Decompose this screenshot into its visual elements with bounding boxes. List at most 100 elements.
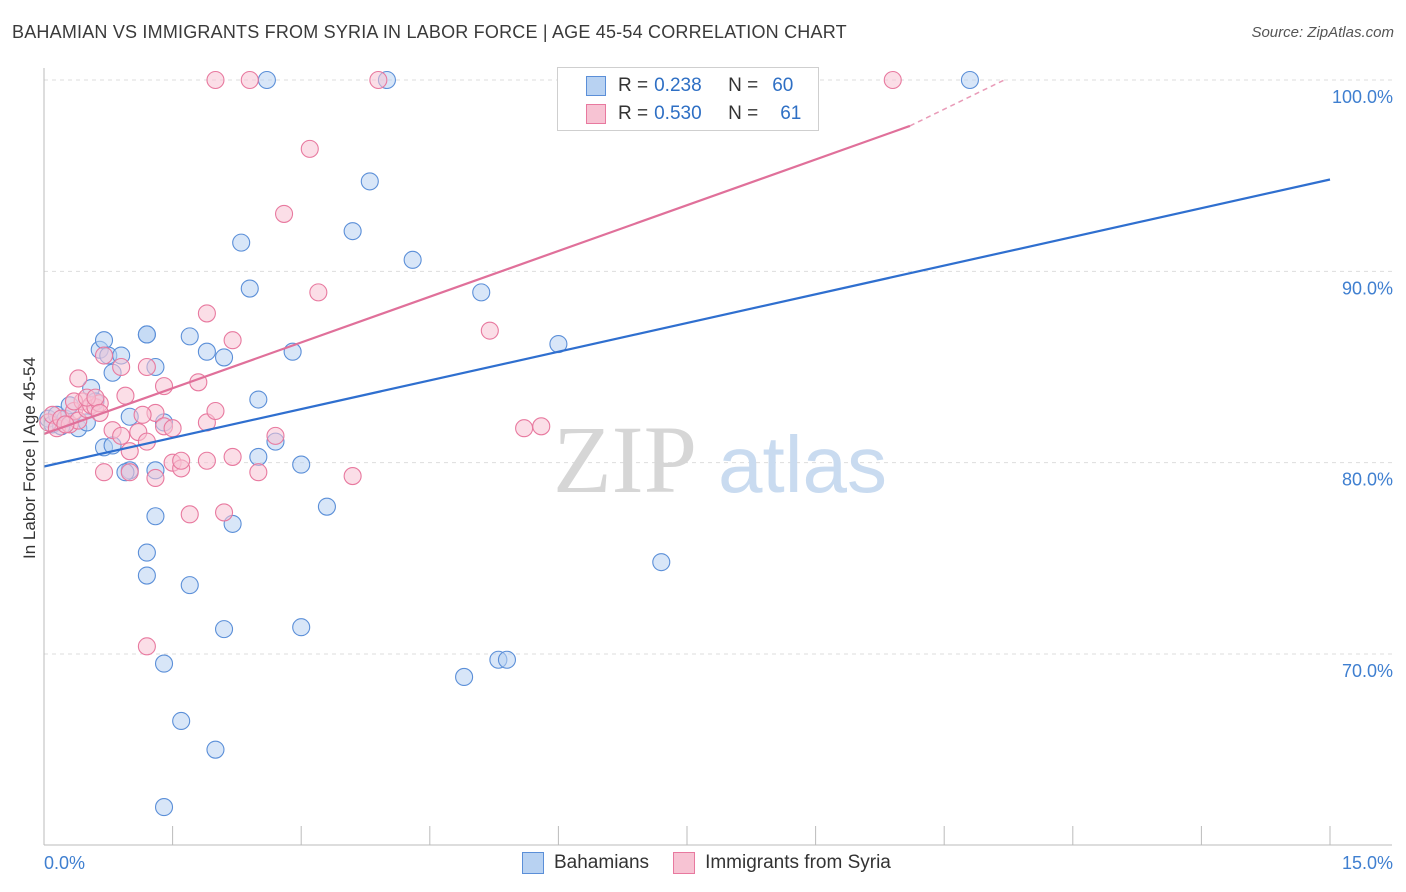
- legend-r-value: 0.238: [654, 75, 702, 96]
- syria-point: [300, 139, 319, 158]
- syria-point: [146, 468, 165, 488]
- syria-point: [90, 403, 109, 422]
- legend-r-label: R =: [618, 75, 649, 96]
- bahamian-point: [292, 618, 311, 637]
- grid-layer: [44, 79, 1392, 655]
- syria-point: [172, 451, 191, 470]
- legend-swatch-blue: [586, 76, 606, 96]
- bahamian-point: [214, 348, 234, 367]
- bahamian-point: [249, 447, 268, 466]
- bahamian-point: [292, 455, 311, 474]
- bahamian-point: [94, 331, 114, 350]
- syria-point: [206, 70, 225, 90]
- syria-point: [137, 357, 156, 377]
- syria-point: [480, 321, 499, 340]
- legend-n-label: N =: [728, 75, 759, 96]
- legend-r-value: 0.530: [654, 103, 702, 124]
- bahamian-point: [137, 543, 156, 562]
- legend-swatch-pink: [586, 104, 606, 124]
- syria-trend-line: [43, 124, 911, 436]
- bahamian-point: [403, 250, 422, 269]
- bahamian-point: [249, 390, 268, 409]
- bahamian-point: [137, 325, 156, 344]
- legend-row-syria: R = 0.530 N = 61: [586, 102, 801, 126]
- legend-row-bahamians: R = 0.238 N = 60: [586, 74, 793, 98]
- syria-point: [116, 386, 135, 405]
- y-tick-label: 100.0%: [1332, 87, 1393, 107]
- bahamian-point: [472, 283, 491, 302]
- y-tick-label: 90.0%: [1342, 278, 1393, 298]
- syria-point: [214, 503, 234, 522]
- watermark-atlas: atlas: [718, 420, 887, 509]
- legend-n-label: N =: [728, 103, 759, 124]
- x-tick-label: 15.0%: [1342, 853, 1393, 873]
- bahamian-point: [172, 711, 191, 731]
- bahamian-point: [360, 172, 379, 191]
- bahamian-point: [652, 553, 671, 572]
- syria-point: [86, 388, 105, 407]
- bahamian-point: [960, 70, 979, 90]
- syria-point: [206, 401, 225, 421]
- bahamian-point: [214, 620, 234, 639]
- bahamian-point: [343, 222, 362, 241]
- bahamian-point: [240, 279, 259, 298]
- syria-point: [369, 70, 388, 90]
- bahamian-point: [197, 342, 216, 361]
- syria-point: [197, 304, 216, 323]
- y-axis-label: In Labor Force | Age 45-54: [20, 357, 39, 559]
- syria-point: [309, 283, 328, 302]
- bahamian-point: [455, 667, 474, 687]
- bahamian-point: [137, 566, 156, 585]
- legend-item-syria[interactable]: Immigrants from Syria: [673, 852, 891, 874]
- syria-point: [197, 451, 216, 470]
- syria-point: [249, 463, 268, 482]
- syria-point: [137, 637, 156, 656]
- chart-title: BAHAMIAN VS IMMIGRANTS FROM SYRIA IN LAB…: [12, 22, 847, 42]
- legend-label-bahamians: Bahamians: [554, 852, 650, 873]
- series-legend: Bahamians Immigrants from Syria: [522, 852, 915, 874]
- bahamian-trend-line: [43, 178, 1331, 468]
- syria-point: [515, 419, 534, 438]
- syria-point: [883, 70, 902, 90]
- bahamian-point: [206, 740, 225, 759]
- trend-layer: [43, 79, 1331, 468]
- syria-point: [223, 447, 242, 466]
- legend-r-label: R =: [618, 103, 649, 124]
- bahamian-point: [257, 70, 276, 90]
- legend-item-bahamians[interactable]: Bahamians: [522, 852, 649, 874]
- legend-label-syria: Immigrants from Syria: [705, 852, 891, 873]
- y-tick-label: 80.0%: [1342, 470, 1393, 490]
- bahamian-point: [232, 233, 251, 252]
- source-credit: Source: ZipAtlas.com: [1251, 24, 1394, 41]
- legend-swatch-pink: [673, 852, 696, 874]
- syria-point: [163, 419, 182, 438]
- bahamian-point: [154, 654, 174, 673]
- syria-point: [180, 505, 199, 524]
- axis-layer: 70.0% 80.0% 90.0% 100.0% 0.0% 15.0%: [43, 68, 1393, 873]
- correlation-legend: R = 0.238 N = 60 R = 0.530 N = 61: [557, 67, 819, 131]
- bahamian-point: [146, 507, 165, 526]
- bahamian-point: [317, 497, 336, 516]
- syria-point: [69, 369, 88, 388]
- bahamian-point: [180, 576, 199, 595]
- syria-point: [94, 463, 114, 482]
- syria-point: [532, 417, 551, 436]
- syria-point: [120, 463, 139, 482]
- syria-point: [94, 346, 114, 365]
- syria-point: [266, 426, 285, 445]
- x-tick-label: 0.0%: [44, 853, 85, 873]
- syria-point: [133, 405, 152, 424]
- legend-n-value: 60: [772, 75, 794, 96]
- legend-swatch-blue: [522, 852, 544, 874]
- watermark: ZIP atlas: [553, 406, 887, 513]
- bahamian-point: [497, 650, 517, 669]
- bahamian-point: [180, 327, 199, 346]
- bahamian-point: [154, 798, 174, 817]
- y-tick-label: 70.0%: [1342, 661, 1393, 681]
- syria-point: [112, 426, 131, 445]
- watermark-zip: ZIP: [553, 406, 697, 513]
- syria-point: [223, 331, 242, 350]
- syria-point: [343, 467, 362, 486]
- syria-point: [112, 357, 131, 377]
